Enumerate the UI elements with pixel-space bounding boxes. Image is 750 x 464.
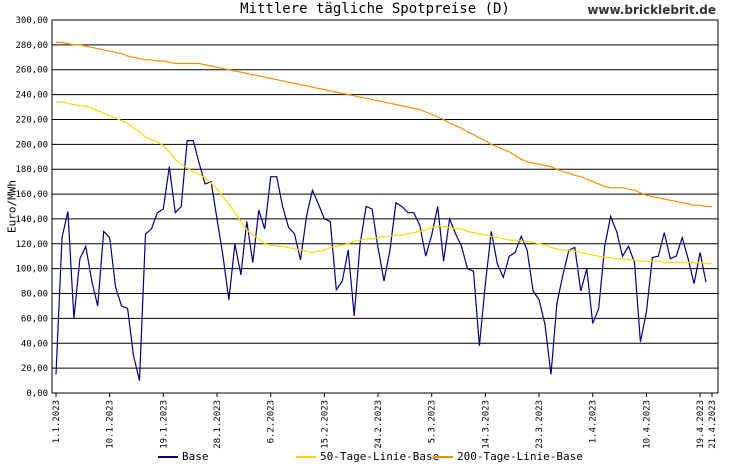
y-tick-label: 200,00 bbox=[15, 140, 48, 150]
y-tick-label: 40,00 bbox=[21, 339, 48, 349]
y-tick-label: 240,00 bbox=[15, 91, 48, 101]
legend-item-base: Base bbox=[158, 450, 209, 463]
y-tick-label: 280,00 bbox=[15, 41, 48, 51]
x-tick-label: 19.4.2023 bbox=[696, 400, 706, 449]
x-tick-label: 10.4.2023 bbox=[642, 400, 652, 449]
y-tick-label: 20,00 bbox=[21, 364, 48, 374]
legend-item-200-tage: 200-Tage-Linie-Base bbox=[433, 450, 583, 463]
x-tick-label: 19.1.2023 bbox=[159, 400, 169, 449]
legend-swatch-base bbox=[158, 455, 178, 458]
legend-label-200-tage: 200-Tage-Linie-Base bbox=[457, 450, 583, 463]
x-tick-label: 28.1.2023 bbox=[213, 400, 223, 449]
source-watermark: www.bricklebrit.de bbox=[587, 3, 716, 17]
x-tick-label: 10.1.2023 bbox=[106, 400, 116, 449]
series-line-200-tage bbox=[56, 41, 712, 208]
legend-swatch-200-tage bbox=[433, 455, 453, 458]
legend-label-base: Base bbox=[182, 450, 209, 463]
y-tick-label: 100,00 bbox=[15, 265, 48, 275]
series-line-50-tage bbox=[56, 101, 712, 265]
y-tick-label: 0,00 bbox=[26, 389, 48, 399]
legend-item-50-tage: 50-Tage-Linie-Base bbox=[296, 450, 439, 463]
chart-title: Mittlere tägliche Spotpreise (D) bbox=[240, 1, 510, 17]
y-tick-label: 60,00 bbox=[21, 314, 48, 324]
series-line-base bbox=[55, 140, 707, 381]
y-tick-label: 180,00 bbox=[15, 165, 48, 175]
x-tick-label: 6.2.2023 bbox=[267, 400, 277, 443]
x-tick-label: 5.3.2023 bbox=[428, 400, 438, 443]
y-tick-label: 160,00 bbox=[15, 190, 48, 200]
x-tick-label: 1.4.2023 bbox=[589, 400, 599, 443]
y-tick-label: 140,00 bbox=[15, 215, 48, 225]
y-tick-label: 120,00 bbox=[15, 240, 48, 250]
y-tick-label: 80,00 bbox=[21, 290, 48, 300]
plot-area bbox=[51, 19, 719, 394]
x-tick-label: 23.3.2023 bbox=[535, 400, 545, 449]
legend-label-50-tage: 50-Tage-Linie-Base bbox=[320, 450, 440, 463]
x-tick-label: 24.2.2023 bbox=[374, 400, 384, 449]
legend-swatch-50-tage bbox=[296, 455, 316, 458]
x-tick-label: 21.4.2023 bbox=[708, 400, 718, 449]
y-tick-label: 260,00 bbox=[15, 66, 48, 76]
y-tick-label: 220,00 bbox=[15, 115, 48, 125]
x-tick-label: 15.2.2023 bbox=[320, 400, 330, 449]
y-tick-label: 300,00 bbox=[15, 16, 48, 26]
x-tick-label: 14.3.2023 bbox=[481, 400, 491, 449]
x-tick-label: 1.1.2023 bbox=[52, 400, 62, 443]
